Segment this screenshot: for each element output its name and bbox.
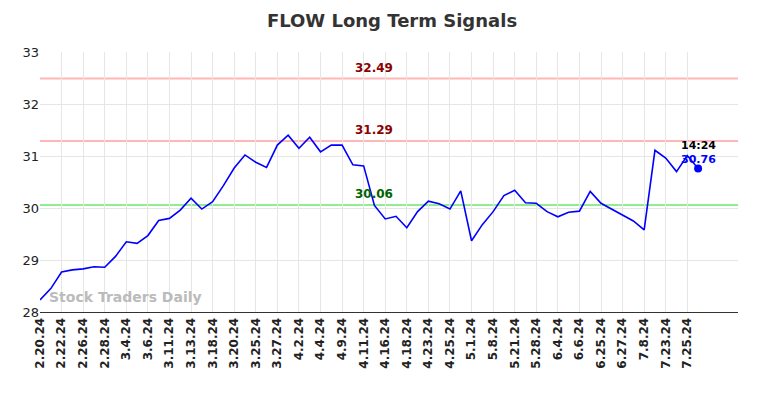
svg-text:5.21.24: 5.21.24	[508, 318, 522, 369]
svg-text:3.18.24: 3.18.24	[206, 318, 220, 369]
svg-text:33: 33	[22, 45, 39, 60]
svg-text:4.18.24: 4.18.24	[400, 318, 414, 369]
svg-text:2.22.24: 2.22.24	[54, 318, 68, 369]
svg-text:29: 29	[22, 253, 39, 268]
svg-text:3.11.24: 3.11.24	[162, 318, 176, 369]
svg-text:7.25.24: 7.25.24	[680, 318, 694, 369]
svg-text:3.20.24: 3.20.24	[227, 318, 241, 369]
svg-text:30.06: 30.06	[355, 187, 393, 201]
svg-text:6.4.24: 6.4.24	[551, 318, 565, 361]
svg-text:2.28.24: 2.28.24	[98, 318, 112, 369]
svg-text:5.1.24: 5.1.24	[464, 318, 478, 361]
svg-text:5.8.24: 5.8.24	[486, 318, 500, 361]
svg-text:3.25.24: 3.25.24	[249, 318, 263, 369]
svg-text:3.27.24: 3.27.24	[270, 318, 284, 369]
svg-text:7.23.24: 7.23.24	[659, 318, 673, 369]
svg-text:4.11.24: 4.11.24	[357, 318, 371, 369]
svg-text:28: 28	[22, 305, 39, 320]
svg-text:32: 32	[22, 97, 39, 112]
svg-text:3.13.24: 3.13.24	[184, 318, 198, 369]
svg-text:30.76: 30.76	[681, 153, 716, 166]
svg-text:32.49: 32.49	[355, 61, 393, 75]
svg-text:7.8.24: 7.8.24	[637, 318, 651, 361]
svg-text:14:24: 14:24	[681, 139, 716, 152]
svg-text:6.6.24: 6.6.24	[572, 318, 586, 361]
svg-text:4.23.24: 4.23.24	[421, 318, 435, 369]
svg-text:30: 30	[22, 201, 39, 216]
svg-text:4.9.24: 4.9.24	[335, 318, 349, 361]
svg-text:2.26.24: 2.26.24	[76, 318, 90, 369]
svg-text:6.27.24: 6.27.24	[615, 318, 629, 369]
svg-text:2.20.24: 2.20.24	[33, 318, 47, 369]
svg-text:4.25.24: 4.25.24	[443, 318, 457, 369]
svg-text:4.4.24: 4.4.24	[313, 318, 327, 361]
svg-text:3.6.24: 3.6.24	[141, 318, 155, 361]
svg-text:31.29: 31.29	[355, 123, 393, 137]
svg-text:31: 31	[22, 149, 39, 164]
svg-text:4.16.24: 4.16.24	[378, 318, 392, 369]
svg-text:4.2.24: 4.2.24	[292, 318, 306, 361]
svg-text:3.4.24: 3.4.24	[119, 318, 133, 361]
svg-text:FLOW Long Term Signals: FLOW Long Term Signals	[267, 10, 517, 31]
svg-text:6.25.24: 6.25.24	[594, 318, 608, 369]
svg-text:5.28.24: 5.28.24	[529, 318, 543, 369]
svg-text:Stock Traders Daily: Stock Traders Daily	[49, 289, 202, 305]
